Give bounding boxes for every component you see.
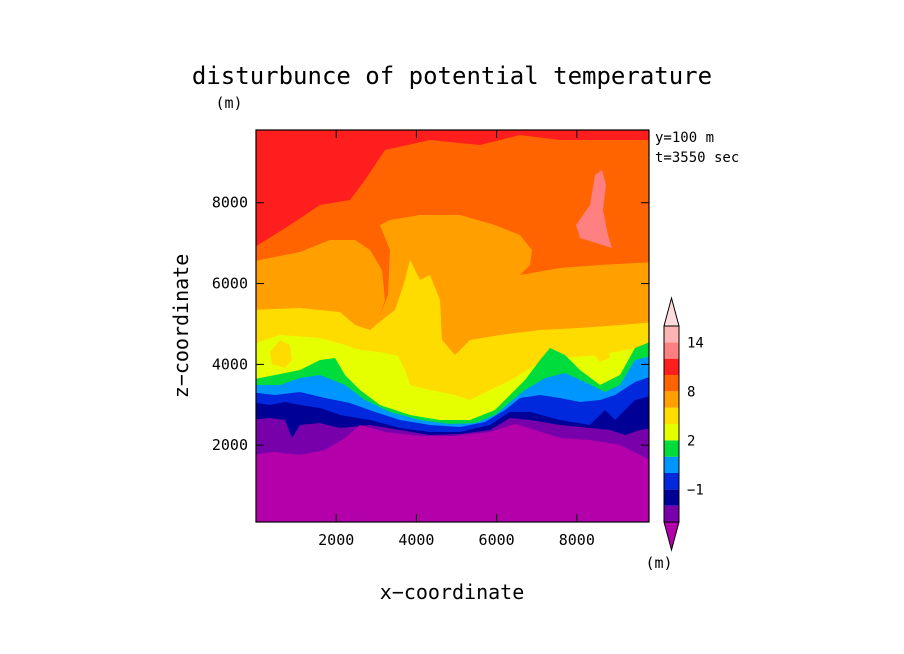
y-tick-label: 4000 <box>212 355 248 373</box>
colorbar-tick-label: 8 <box>687 384 695 400</box>
annotation-y: y=100 m <box>655 130 714 146</box>
colorbar-segment <box>664 375 679 392</box>
y-unit-label: (m) <box>215 94 242 112</box>
colorbar: 14 8 2 −1 <box>663 296 704 552</box>
colorbar-tick-label: 14 <box>687 335 704 351</box>
band-lightorange-blob-1 <box>270 340 292 368</box>
x-axis-label: x−coordinate <box>380 580 525 604</box>
colorbar-segment <box>664 407 679 424</box>
y-axis-ticks: 2000 4000 6000 8000 <box>212 194 649 454</box>
colorbar-frame <box>663 325 680 523</box>
y-tick-label: 8000 <box>212 194 248 212</box>
band-magenta <box>256 424 649 522</box>
chart-title: disturbunce of potential temperature <box>192 62 712 90</box>
colorbar-segment <box>664 424 679 441</box>
annotation-t: t=3550 sec <box>655 150 739 166</box>
colorbar-segment <box>664 326 679 343</box>
colorbar-tick-label: −1 <box>687 482 704 498</box>
colorbar-segment <box>664 440 679 457</box>
band-pink <box>576 170 612 248</box>
colorbar-segment <box>664 456 679 473</box>
colorbar-unit-label: (m) <box>645 554 672 572</box>
x-tick-label: 6000 <box>479 531 515 549</box>
band-lightorange-blob-2 <box>590 338 610 362</box>
colorbar-segment <box>664 391 679 408</box>
x-tick-label: 8000 <box>559 531 595 549</box>
colorbar-segment <box>664 473 679 490</box>
x-axis-ticks: 2000 4000 6000 8000 <box>318 130 595 549</box>
y-axis-label: z−coordinate <box>169 254 193 399</box>
colorbar-segment <box>664 505 679 522</box>
contour-fill <box>256 130 649 522</box>
x-tick-label: 4000 <box>398 531 434 549</box>
colorbar-tick-label: 2 <box>687 433 695 449</box>
x-tick-label: 2000 <box>318 531 354 549</box>
plot-frame <box>255 129 650 523</box>
colorbar-segment <box>664 342 679 359</box>
colorbar-upper-extend <box>663 296 680 327</box>
colorbar-segment <box>664 489 679 506</box>
colorbar-segment <box>664 358 679 375</box>
colorbar-lower-extend <box>663 521 680 552</box>
y-tick-label: 2000 <box>212 436 248 454</box>
y-tick-label: 6000 <box>212 275 248 293</box>
